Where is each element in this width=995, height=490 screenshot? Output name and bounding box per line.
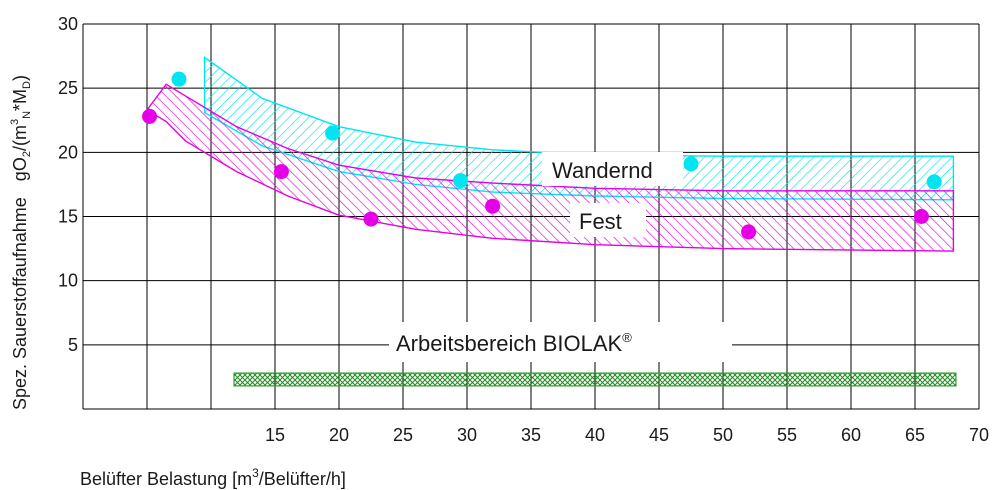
- x-tick-label: 50: [713, 425, 733, 445]
- x-tick-label: 20: [329, 425, 349, 445]
- y-tick-label: 30: [58, 14, 78, 34]
- wandernd-point: [683, 156, 699, 172]
- y-tick-label: 15: [58, 207, 78, 227]
- fest-band-group: [145, 83, 955, 252]
- fest-point: [363, 211, 379, 227]
- registered-mark: ®: [622, 330, 632, 345]
- y-tick-label: 25: [58, 78, 78, 98]
- working-range-bar: [233, 372, 957, 387]
- wandernd-point: [171, 71, 187, 87]
- x-axis-label: Belüfter Belastung [m3/Belüfter/h]: [80, 466, 346, 489]
- x-tick-label: 45: [649, 425, 669, 445]
- x-tick-label: 25: [393, 425, 413, 445]
- fest-label: Fest: [579, 209, 622, 234]
- wandernd-label-bg: [542, 152, 683, 186]
- x-tick-label: 60: [841, 425, 861, 445]
- wandernd-label: Wandernd: [552, 158, 653, 183]
- x-tick-label: 30: [457, 425, 477, 445]
- y-tick-label: 20: [58, 142, 78, 162]
- fest-label-bg: [570, 203, 646, 237]
- working-range-group: [233, 372, 957, 387]
- fest-point: [741, 224, 757, 240]
- wandernd-point: [453, 173, 469, 189]
- x-tick-label: 55: [777, 425, 797, 445]
- fest-point: [273, 164, 289, 180]
- fest-point: [913, 209, 929, 224]
- working-range-label: Arbeitsbereich BIOLAK®: [396, 330, 632, 356]
- y-axis-label: Spez. SauerstoffaufnahmegO2/(m3N*MD): [9, 75, 33, 410]
- x-tick-labels: 15 20 25 30 35 40 45 50 55 60 65 70: [265, 425, 989, 445]
- wandernd-point: [926, 174, 942, 190]
- x-tick-label: 15: [265, 425, 285, 445]
- x-tick-label: 65: [905, 425, 925, 445]
- wandernd-point: [325, 125, 341, 141]
- x-tick-label: 70: [969, 425, 989, 445]
- y-tick-label: 10: [58, 271, 78, 291]
- y-tick-labels: 5 10 15 20 25 30: [58, 14, 78, 355]
- points-group: [142, 71, 942, 240]
- fest-point: [142, 108, 158, 124]
- x-tick-label: 40: [585, 425, 605, 445]
- fest-point: [485, 198, 501, 214]
- working-range-label-bg: [389, 322, 732, 362]
- x-tick-label: 35: [521, 425, 541, 445]
- fest-band: [145, 83, 955, 252]
- y-tick-label: 5: [68, 335, 78, 355]
